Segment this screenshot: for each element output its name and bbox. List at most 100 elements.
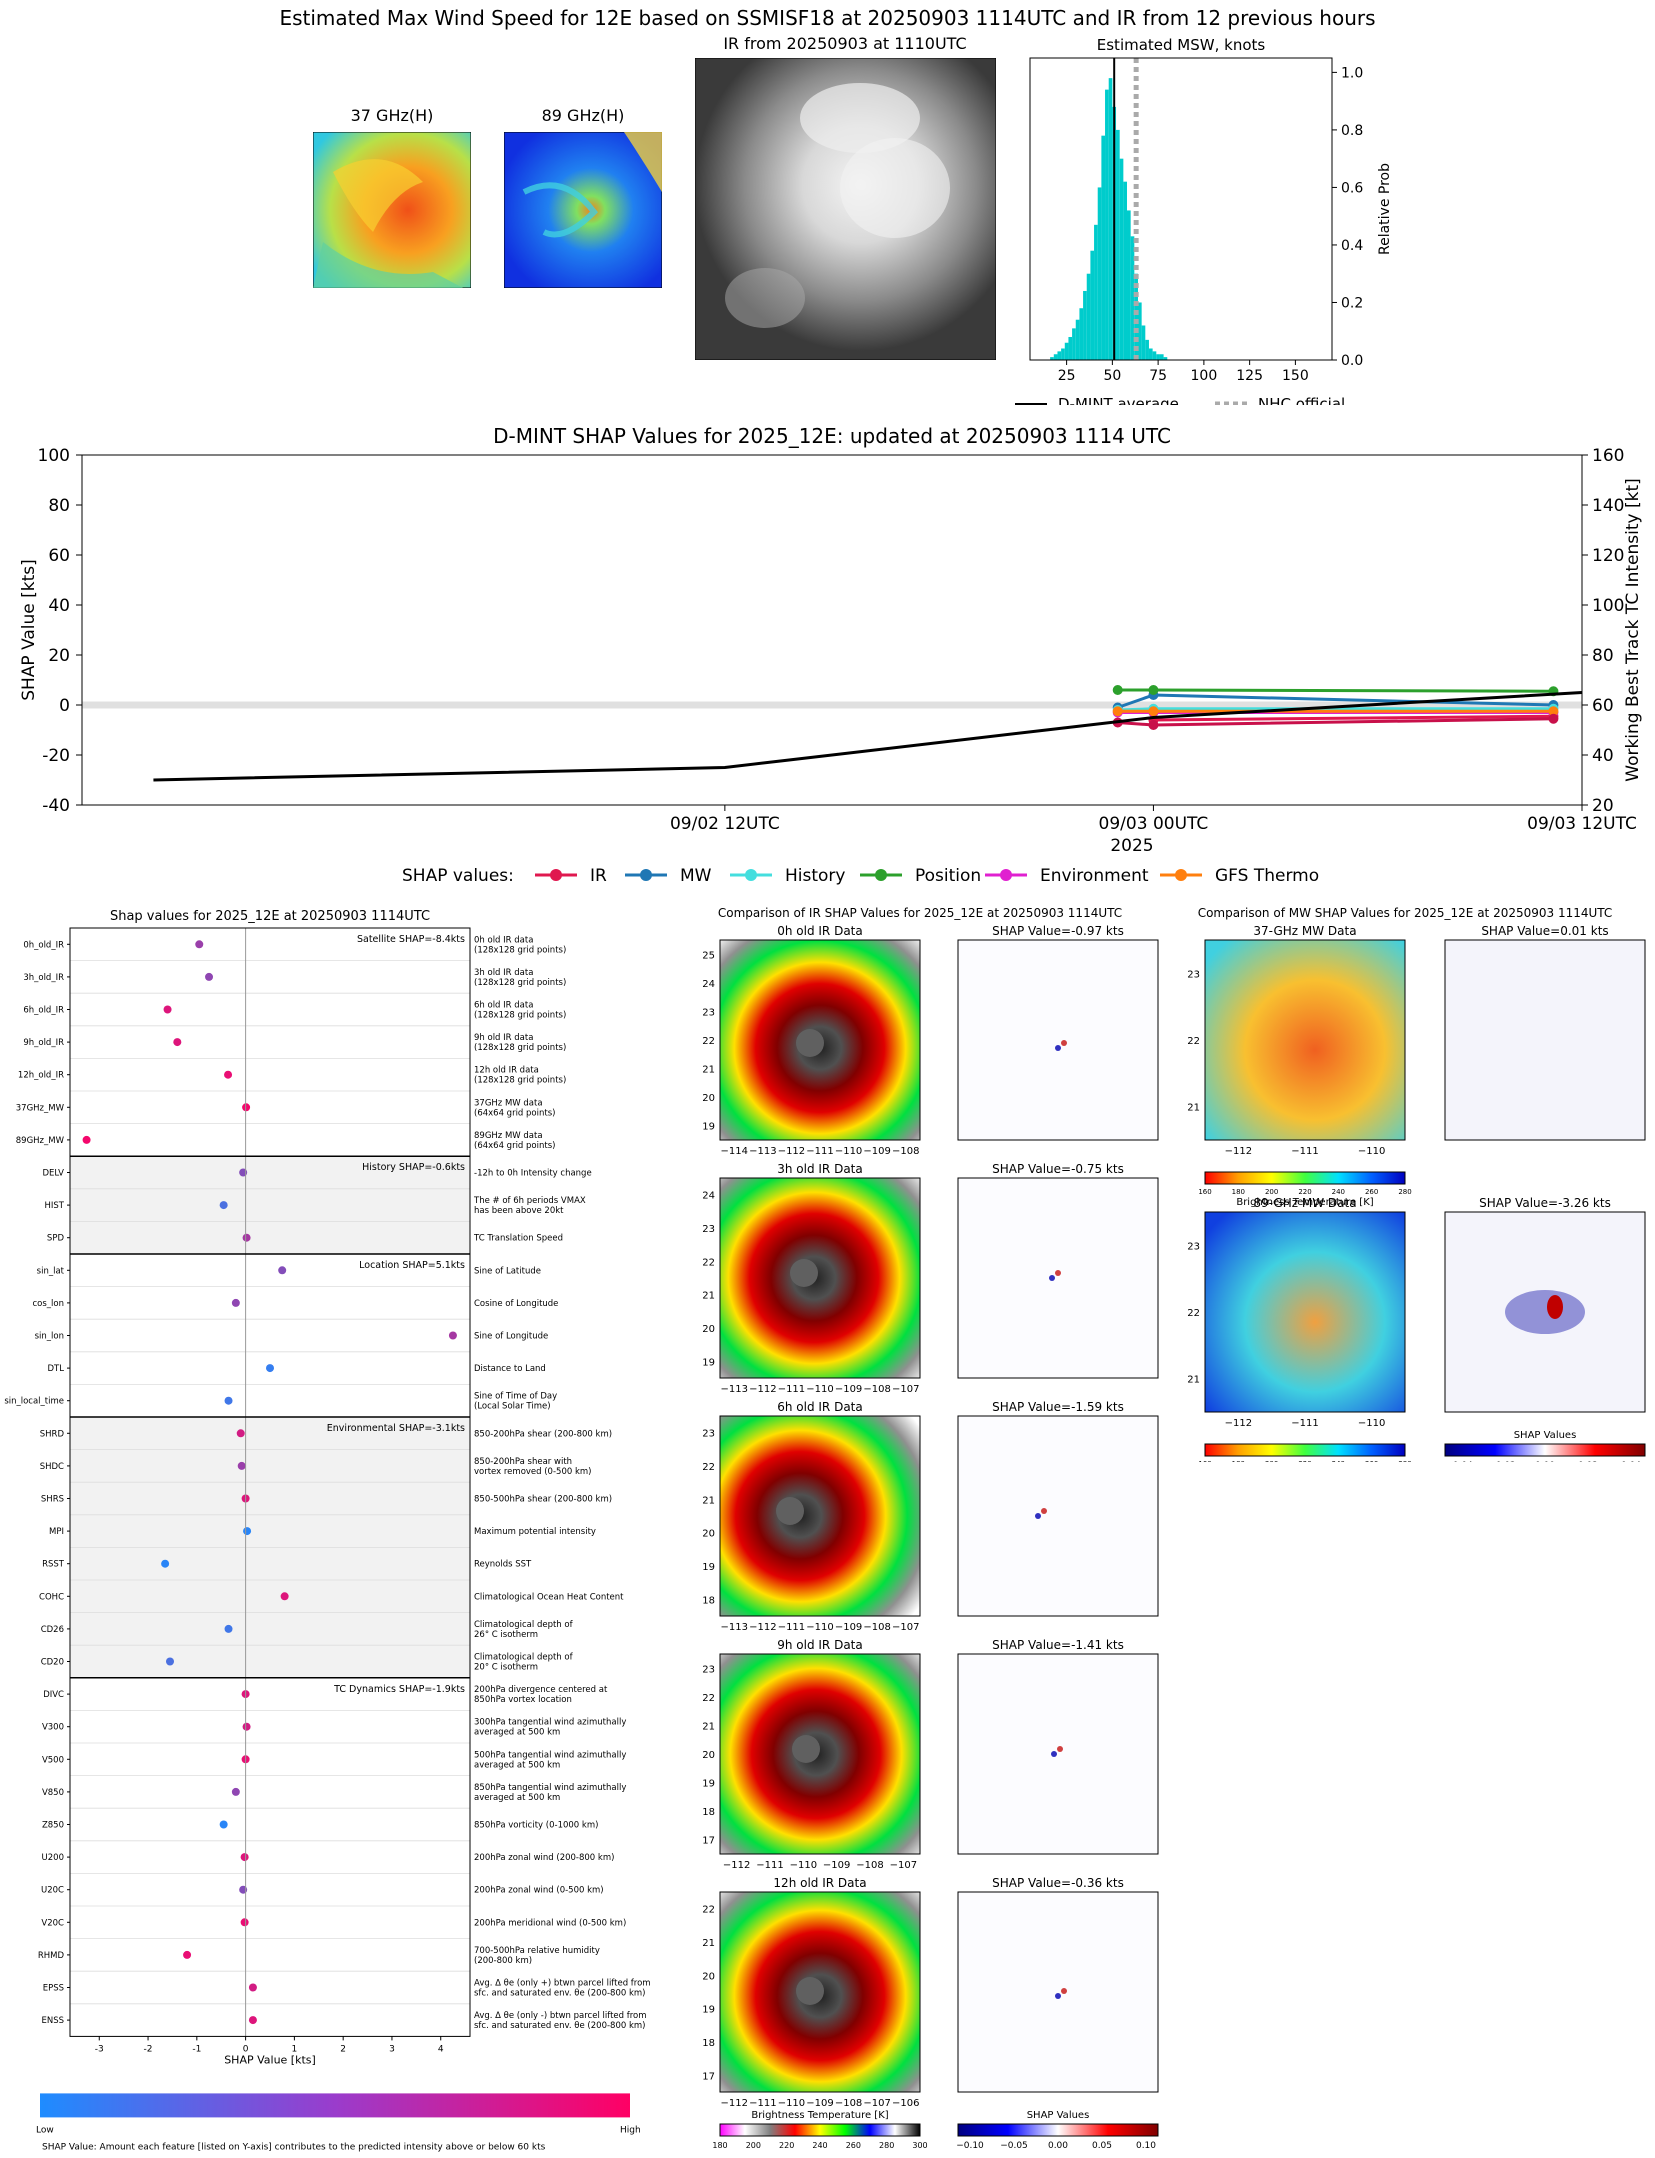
right-ylabel: Working Best Track TC Intensity [kt] <box>1623 478 1643 782</box>
ir-x-tick-label: −107 <box>863 2098 890 2109</box>
mw-x-tick-label: −112 <box>1225 1418 1252 1429</box>
histogram-bar <box>1137 302 1142 360</box>
histogram-bar <box>1090 250 1095 360</box>
feature-name: V300 <box>42 1723 64 1733</box>
feature-title: Shap values for 2025_12E at 20250903 111… <box>110 909 430 924</box>
feature-name: DIVC <box>43 1690 64 1700</box>
feature-name: SHDC <box>40 1462 64 1472</box>
ir-cold-cloud <box>776 1497 804 1525</box>
feature-desc: 200hPa zonal wind (200-800 km) <box>474 1853 614 1863</box>
legend-nhc-label: NHC official <box>1258 395 1345 405</box>
ir-shap-blob <box>1055 1993 1061 1999</box>
feature-name: V20C <box>41 1918 64 1928</box>
ir-x-tick-label: −113 <box>721 1384 748 1395</box>
mw-y-tick-label: 21 <box>1187 1375 1200 1386</box>
feature-desc: (128x128 grid points) <box>474 1076 566 1086</box>
ir-y-tick-label: 20 <box>702 1750 715 1761</box>
feature-desc: 200hPa meridional wind (0-500 km) <box>474 1918 626 1928</box>
feature-point <box>224 1070 233 1079</box>
feature-colorbar <box>40 2093 630 2118</box>
ir-shap-colorbar-tick: −0.05 <box>1000 2141 1028 2151</box>
feature-point <box>224 1396 233 1405</box>
mw37-thumb-label: 37 GHz(H) <box>350 106 434 125</box>
series-line <box>1153 714 1554 722</box>
ir-shap-blob <box>1055 1270 1061 1276</box>
ir-shap-comparison: Comparison of IR SHAP Values for 2025_12… <box>702 906 1159 2151</box>
x-tick-label: 75 <box>1149 368 1167 384</box>
mw-shap-map <box>1444 939 1646 1141</box>
histogram-bar <box>1119 158 1124 360</box>
group-label: History SHAP=-0.6kts <box>362 1162 465 1173</box>
feature-desc: 200hPa divergence centered at <box>474 1685 608 1695</box>
y-tick-label: 0.8 <box>1341 123 1363 139</box>
ir-x-tick-label: −111 <box>778 1622 805 1633</box>
feature-name: U20C <box>41 1886 64 1896</box>
histogram-bar <box>1072 328 1076 360</box>
histogram-bar <box>1163 357 1168 360</box>
feature-desc: averaged at 500 km <box>474 1728 560 1738</box>
ir-colorbar-tick: 260 <box>846 2141 861 2150</box>
ir-shap-colorbar <box>957 2123 1159 2137</box>
ir-cold-cloud <box>796 1977 824 2005</box>
feature-desc: vortex removed (0-500 km) <box>474 1467 591 1477</box>
left-y-tick-label: 80 <box>48 496 70 516</box>
feature-desc: sfc. and saturated env. θe (200-800 km) <box>474 1989 646 1999</box>
x-tick-label: 150 <box>1282 368 1309 384</box>
feature-name: DTL <box>48 1364 65 1374</box>
mw-colorbar <box>1204 1443 1406 1457</box>
mw-colorbar-tick: 260 <box>1365 1188 1378 1196</box>
y-tick-label: 0.0 <box>1341 353 1363 369</box>
series-point <box>1548 713 1559 724</box>
ir-shap-blob <box>1061 1040 1067 1046</box>
ir-shap-map <box>957 1891 1159 2093</box>
left-y-tick-label: 40 <box>48 596 70 616</box>
feature-point <box>237 1461 246 1470</box>
ir-shap-title: SHAP Value=-1.41 kts <box>992 1638 1124 1652</box>
group-label: TC Dynamics SHAP=-1.9kts <box>333 1684 465 1695</box>
legend-marker <box>1175 869 1187 881</box>
feature-desc: (128x128 grid points) <box>474 978 566 988</box>
feature-name: U200 <box>42 1853 64 1863</box>
feature-point <box>231 1298 240 1307</box>
group-label: Location SHAP=5.1kts <box>359 1260 465 1271</box>
feature-name: CD26 <box>41 1625 64 1635</box>
histogram-bar <box>1079 308 1084 360</box>
mw-y-tick-label: 21 <box>1187 1103 1200 1114</box>
feature-name: RHMD <box>38 1951 65 1961</box>
left-y-tick-label: 0 <box>59 696 70 716</box>
feature-desc: 6h old IR data <box>474 1001 533 1011</box>
feature-point <box>205 972 214 981</box>
feature-desc: 850hPa vorticity (0-1000 km) <box>474 1821 598 1831</box>
series-point <box>1148 685 1159 695</box>
histogram-bar <box>1097 187 1102 360</box>
feature-name: HIST <box>45 1201 65 1211</box>
mw-x-tick-label: −110 <box>1358 1418 1385 1429</box>
left-y-tick-label: 60 <box>48 546 70 566</box>
histogram-frame <box>1029 57 1333 361</box>
y-tick-label: 0.2 <box>1341 295 1363 311</box>
ir-x-tick-label: −110 <box>806 1384 833 1395</box>
feature-point <box>161 1559 170 1568</box>
feature-desc: Sine of Time of Day <box>474 1392 557 1402</box>
feature-desc: has been above 20kt <box>474 1206 564 1216</box>
feature-desc: 0h old IR data <box>474 935 533 945</box>
ir-y-tick-label: 19 <box>702 1562 715 1573</box>
ir-y-tick-label: 22 <box>702 1036 715 1047</box>
ir-shap-blob <box>1057 1746 1063 1752</box>
mw37-thumbnail <box>313 132 471 288</box>
ir-shap-map <box>957 1415 1159 1617</box>
ir-shap-colorbar-tick: 0.10 <box>1136 2141 1156 2151</box>
ir-y-tick-label: 19 <box>702 1122 715 1133</box>
ir-colorbar-tick: 280 <box>879 2141 894 2150</box>
ir-panel-title: 12h old IR Data <box>773 1876 866 1890</box>
ir-x-tick-label: −108 <box>892 1146 919 1157</box>
feature-point <box>219 1820 228 1829</box>
msw-histogram: Estimated MSW, knots 25 50 75 100 125 150 0.0 0.… <box>1015 36 1390 405</box>
colorbar-high-label: High <box>620 2125 641 2135</box>
feature-desc: 12h old IR data <box>474 1066 539 1076</box>
ir-shap-blob <box>1055 1045 1061 1051</box>
feature-name: 12h_old_IR <box>18 1071 64 1081</box>
mw-colorbar-tick: 260 <box>1365 1460 1378 1462</box>
histogram-bar <box>1134 273 1138 360</box>
histogram-bar <box>1130 236 1135 360</box>
